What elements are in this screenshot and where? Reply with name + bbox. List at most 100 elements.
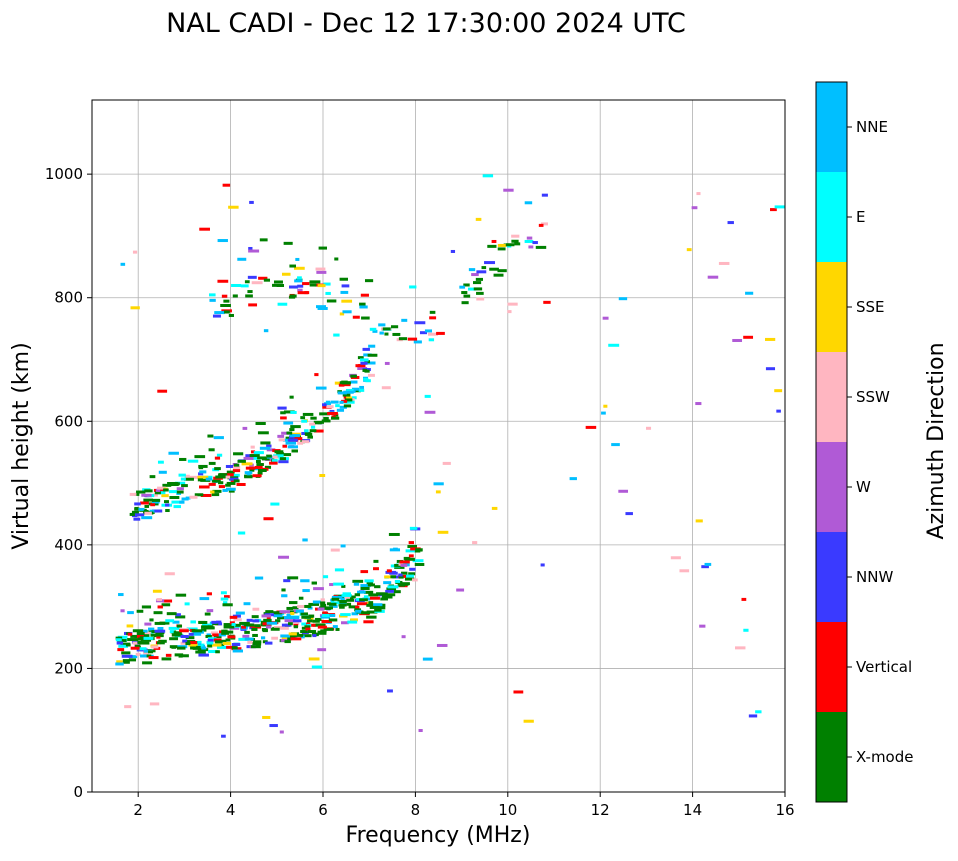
echo-point (774, 389, 783, 393)
echo-point (278, 555, 290, 559)
colorbar-frame (815, 81, 848, 803)
echo-point (339, 381, 351, 385)
echo-point (231, 283, 242, 287)
echo-point (274, 450, 284, 454)
echo-point (227, 635, 236, 639)
echo-point (117, 648, 125, 652)
echo-point (743, 628, 749, 632)
echo-point (247, 290, 253, 294)
echo-point (165, 653, 172, 657)
echo-point (351, 595, 356, 599)
echo-point (207, 644, 213, 648)
echo-point (280, 634, 290, 638)
echo-point (223, 623, 233, 627)
echo-point (745, 291, 754, 295)
echo-point (182, 639, 188, 643)
echo-point (334, 568, 345, 572)
echo-point (329, 604, 338, 608)
echo-point (287, 576, 299, 580)
echo-point (301, 419, 308, 423)
echo-point (284, 640, 291, 644)
colorbar-tick-label: NNW (856, 568, 893, 586)
echo-point (228, 313, 234, 317)
echo-point (189, 641, 197, 645)
echo-point (373, 559, 379, 563)
echo-point (699, 624, 706, 628)
echo-point (252, 642, 258, 646)
echo-point (252, 607, 260, 611)
echo-point (340, 544, 346, 548)
echo-point (211, 493, 220, 497)
echo-point (377, 592, 388, 596)
echo-point (543, 300, 551, 304)
echo-point (222, 183, 231, 187)
echo-point (176, 490, 184, 494)
echo-point (507, 302, 518, 306)
echo-point (136, 490, 146, 494)
echo-point (290, 611, 295, 615)
echo-point (241, 462, 253, 466)
echo-point (390, 325, 399, 329)
echo-point (247, 275, 257, 279)
echo-point (386, 593, 396, 597)
echo-point (287, 610, 298, 614)
echo-point (168, 482, 180, 486)
echo-point (280, 416, 287, 420)
echo-point (321, 619, 332, 623)
echo-point (302, 538, 308, 542)
echo-point (467, 287, 477, 291)
echo-point (281, 588, 286, 592)
echo-point (314, 421, 322, 425)
colorbar-tick-label: Vertical (856, 658, 912, 676)
echo-point (266, 454, 272, 458)
echo-point (330, 416, 340, 420)
echo-point (180, 641, 187, 645)
echo-point (243, 456, 254, 460)
echo-point (389, 548, 401, 552)
echo-point (369, 327, 377, 331)
echo-point (322, 403, 327, 407)
echo-point (272, 455, 278, 459)
echo-point (331, 597, 340, 601)
echo-point (171, 633, 183, 637)
echo-point (141, 516, 153, 520)
echo-point (524, 201, 533, 205)
echo-point (273, 280, 283, 284)
echo-point (168, 626, 180, 630)
echo-point (127, 632, 133, 636)
echo-point (269, 461, 278, 465)
echo-point (301, 440, 310, 444)
echo-point (122, 660, 130, 664)
echo-point (283, 410, 295, 414)
echo-point (323, 282, 331, 286)
echo-point (320, 615, 331, 619)
echo-point (118, 644, 129, 648)
echo-point (208, 482, 216, 486)
echo-point (218, 481, 224, 485)
echo-point (244, 280, 250, 284)
grid-lines (92, 100, 786, 793)
echo-point (269, 724, 278, 728)
echo-point (428, 332, 439, 336)
colorbar-tick-label: X-mode (856, 748, 913, 766)
echo-point (231, 622, 236, 626)
echo-point (497, 247, 506, 251)
echo-point (341, 299, 353, 303)
echo-point (148, 650, 154, 654)
echo-point (273, 611, 281, 615)
echo-point (287, 438, 298, 442)
echo-point (359, 385, 365, 389)
echo-point (283, 421, 294, 425)
echo-point (185, 636, 195, 640)
echo-point (290, 615, 300, 619)
echo-point (341, 399, 348, 403)
echo-point (319, 412, 331, 416)
echo-point (405, 574, 414, 578)
echo-point (704, 562, 712, 566)
echo-point (748, 714, 758, 718)
echo-point (121, 651, 131, 655)
echo-point (165, 619, 175, 623)
echo-point (142, 661, 153, 665)
echo-point (317, 306, 328, 310)
echo-point (302, 282, 310, 286)
